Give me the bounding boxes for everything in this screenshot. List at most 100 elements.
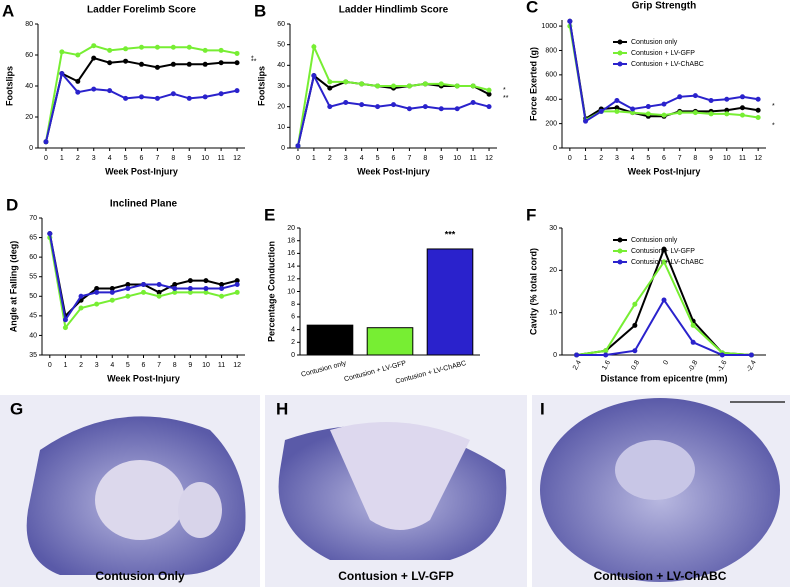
x-tick-label: 10 <box>201 155 209 162</box>
point <box>75 78 81 84</box>
y-axis-label: Angle at Falling (deg) <box>8 241 18 333</box>
x-tick-label: 8 <box>693 155 697 162</box>
point <box>172 289 178 295</box>
point <box>567 18 573 24</box>
point <box>470 100 476 106</box>
x-tick-label: 5 <box>646 155 650 162</box>
y-tick-label: 80 <box>25 21 33 28</box>
point <box>708 97 714 103</box>
point <box>422 81 428 87</box>
series-line <box>44 56 238 143</box>
y-tick-label: 600 <box>545 72 557 79</box>
y-axis-label: Force Exerted (g) <box>528 47 538 121</box>
point <box>187 278 193 284</box>
x-tick-label: 5 <box>376 155 380 162</box>
y-tick-label: 55 <box>29 274 37 281</box>
panel-label: D <box>6 195 18 214</box>
series-line <box>48 233 238 323</box>
point <box>59 71 65 77</box>
x-tick-label: 6 <box>662 155 666 162</box>
point <box>172 282 178 288</box>
panel-label: A <box>2 1 14 20</box>
point <box>343 100 349 106</box>
point <box>47 231 53 237</box>
annotation: ** <box>251 58 257 65</box>
y-tick-label: 8 <box>291 301 295 308</box>
x-tick-label: 9 <box>439 155 443 162</box>
point <box>692 93 698 99</box>
image-panel: G Contusion Only H Contusion + LV-GFP I … <box>0 395 790 587</box>
x-tick-label: 3 <box>344 155 348 162</box>
point <box>156 282 162 288</box>
point <box>614 108 620 114</box>
point <box>234 60 240 66</box>
y-tick-label: 60 <box>29 254 37 261</box>
y-tick-label: 0 <box>553 145 557 152</box>
y-tick-label: 60 <box>25 52 33 59</box>
point <box>391 83 396 89</box>
x-tick-label: 10 <box>453 155 461 162</box>
point <box>202 61 208 67</box>
point <box>486 87 492 93</box>
x-tick-label: 6 <box>392 155 396 162</box>
x-tick-label: 8 <box>423 155 427 162</box>
x-axis-label: Week Post-Injury <box>105 166 178 176</box>
point <box>91 43 97 49</box>
point <box>598 108 604 114</box>
point <box>91 86 97 92</box>
point <box>311 73 317 79</box>
point <box>632 301 638 307</box>
panel-label: G <box>10 399 23 418</box>
point <box>219 285 225 291</box>
point <box>470 83 476 89</box>
x-tick-label: 0.8 <box>630 359 641 371</box>
point <box>755 115 761 121</box>
x-tick-label: 0 <box>296 155 300 162</box>
point <box>327 104 333 110</box>
point <box>724 107 730 113</box>
x-tick-label: 7 <box>157 362 161 369</box>
y-tick-label: 16 <box>287 250 295 257</box>
x-tick-label: 10 <box>723 155 731 162</box>
x-tick-label: 7 <box>407 155 411 162</box>
point <box>234 88 240 94</box>
series-line <box>44 44 238 142</box>
legend-label: Contusion + LV-ChABC <box>631 259 704 266</box>
x-tick-label: 9 <box>188 362 192 369</box>
x-tick-label: 0 <box>662 359 670 366</box>
y-tick-label: 20 <box>549 267 557 274</box>
x-tick-label: 9 <box>709 155 713 162</box>
y-tick-label: 1000 <box>541 23 557 30</box>
y-axis-label: Cavity (% total cord) <box>528 248 538 335</box>
y-tick-label: 12 <box>287 276 295 283</box>
panel-label: B <box>254 1 266 20</box>
point <box>311 44 317 50</box>
y-tick-label: 800 <box>545 47 557 54</box>
point <box>94 289 100 295</box>
point <box>690 339 696 345</box>
point <box>645 104 651 110</box>
point <box>123 58 129 64</box>
point <box>107 88 113 94</box>
x-tick-label: 2 <box>599 155 603 162</box>
x-tick-label: 9 <box>187 155 191 162</box>
x-tick-label: 11 <box>217 155 224 162</box>
y-tick-label: 40 <box>277 62 285 69</box>
point <box>203 285 209 291</box>
point <box>630 110 636 116</box>
point <box>661 112 667 118</box>
point <box>141 289 146 295</box>
x-tick-label: 0 <box>48 362 52 369</box>
point <box>107 60 113 66</box>
point <box>141 282 146 288</box>
point <box>186 95 192 101</box>
x-tick-label: 1 <box>312 155 316 162</box>
x-tick-label: 11 <box>218 362 225 369</box>
legend-marker <box>617 61 623 67</box>
caption: Contusion Only <box>95 569 185 583</box>
y-tick-label: 65 <box>29 234 37 241</box>
point <box>632 322 638 328</box>
x-tick-label: 4 <box>108 155 112 162</box>
annotation: * <box>772 122 775 129</box>
point <box>186 44 192 50</box>
